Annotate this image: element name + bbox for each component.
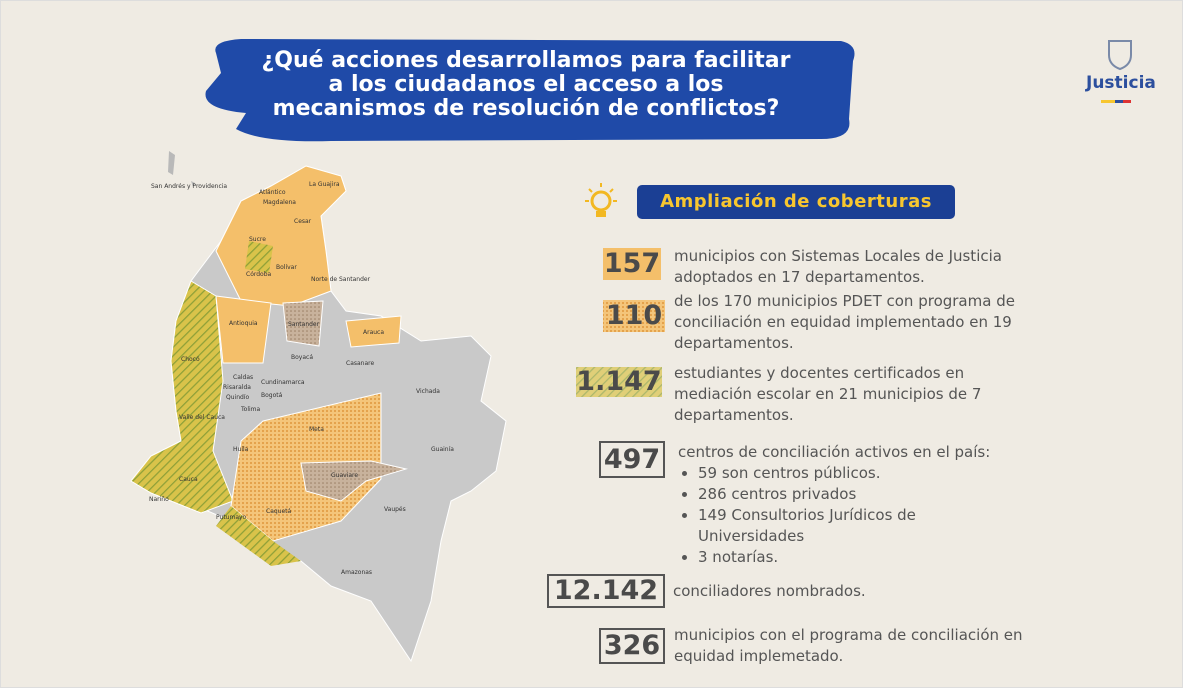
title-brush <box>205 39 855 142</box>
map-label: Tolima <box>240 406 260 413</box>
map-label: Vichada <box>416 388 440 395</box>
map-label: Casanare <box>346 360 374 367</box>
title-line: a los ciudadanos el acceso a los <box>328 72 724 97</box>
map-label: Guainía <box>431 446 454 453</box>
stat-number: 12.142 <box>553 575 659 606</box>
map-label: Bolívar <box>276 264 297 271</box>
map-label: Vaupés <box>384 506 406 513</box>
list-item: 3 notarías. <box>698 547 1058 568</box>
map-label: San Andrés y Providencia <box>151 183 227 190</box>
stat-number: 110 <box>605 300 663 331</box>
stat-number: 497 <box>603 444 661 475</box>
map-label: Sucre <box>249 236 266 243</box>
map-label: Amazonas <box>341 569 372 576</box>
list-item: 149 Consultorios Jurídicos de Universida… <box>698 505 968 547</box>
map-label: Caquetá <box>266 508 292 515</box>
stat-number: 326 <box>603 630 661 661</box>
logo-text: Justicia <box>1086 73 1156 93</box>
map-label: Huila <box>233 446 249 453</box>
stat-block: centros de conciliación activos en el pa… <box>678 442 1058 568</box>
stat-list: 59 son centros públicos. 286 centros pri… <box>678 463 1058 568</box>
map-label: Norte de Santander <box>311 276 371 283</box>
number-bg <box>603 248 661 280</box>
map-label: Quindío <box>226 394 249 401</box>
title-line: ¿Qué acciones desarrollamos para facilit… <box>261 48 791 73</box>
map-label: Bogotá <box>261 392 283 399</box>
title: ¿Qué acciones desarrollamos para facilit… <box>211 49 841 121</box>
stat-number: 1.147 <box>576 366 662 397</box>
number-bg <box>576 367 662 397</box>
stat-text: de los 170 municipios PDET con programa … <box>674 292 1015 352</box>
map-label: Meta <box>309 426 324 433</box>
list-item: 286 centros privados <box>698 484 1058 505</box>
map-label: Magdalena <box>263 199 296 206</box>
map-label: Antioquia <box>229 320 258 327</box>
title-line: mecanismos de resolución de conflictos? <box>272 96 780 121</box>
map-label: Putumayo <box>216 514 247 521</box>
stat-text: municipios con Sistemas Locales de Justi… <box>674 247 1002 286</box>
map-label: Cauca <box>179 476 198 483</box>
map-label: Guaviare <box>331 472 358 479</box>
number-bg <box>603 300 665 332</box>
map-label: Córdoba <box>246 271 272 278</box>
list-item: 59 son centros públicos. <box>698 463 1058 484</box>
number-box <box>599 628 665 664</box>
logo-icon <box>1101 40 1132 103</box>
number-box <box>547 574 665 608</box>
map-label: Nariño <box>149 496 169 503</box>
bulb-icon <box>585 183 617 217</box>
stat-text: municipios con el programa de conciliaci… <box>674 626 1023 665</box>
number-box <box>599 441 665 478</box>
map-label: Valle del Cauca <box>179 414 225 421</box>
map-label: Risaralda <box>223 384 251 391</box>
map-label: Chocó <box>181 356 200 363</box>
section-title: Ampliación de coberturas <box>637 185 955 219</box>
map-label: Cesar <box>294 218 312 225</box>
map: San Andrés y Providencia Atlántico Magda… <box>130 151 507 663</box>
map-label: Cundinamarca <box>261 379 305 386</box>
stat-text: estudiantes y docentes certificados en m… <box>674 364 982 424</box>
map-label: Atlántico <box>259 189 286 196</box>
map-label: Caldas <box>233 374 253 381</box>
map-label: La Guajira <box>309 181 340 188</box>
stat-text: conciliadores nombrados. <box>673 582 866 600</box>
map-label: Boyacá <box>291 354 313 361</box>
map-label: Santander <box>288 321 320 328</box>
map-label: Arauca <box>363 329 384 336</box>
stat-number: 157 <box>603 248 661 279</box>
stat-text: centros de conciliación activos en el pa… <box>678 443 991 461</box>
